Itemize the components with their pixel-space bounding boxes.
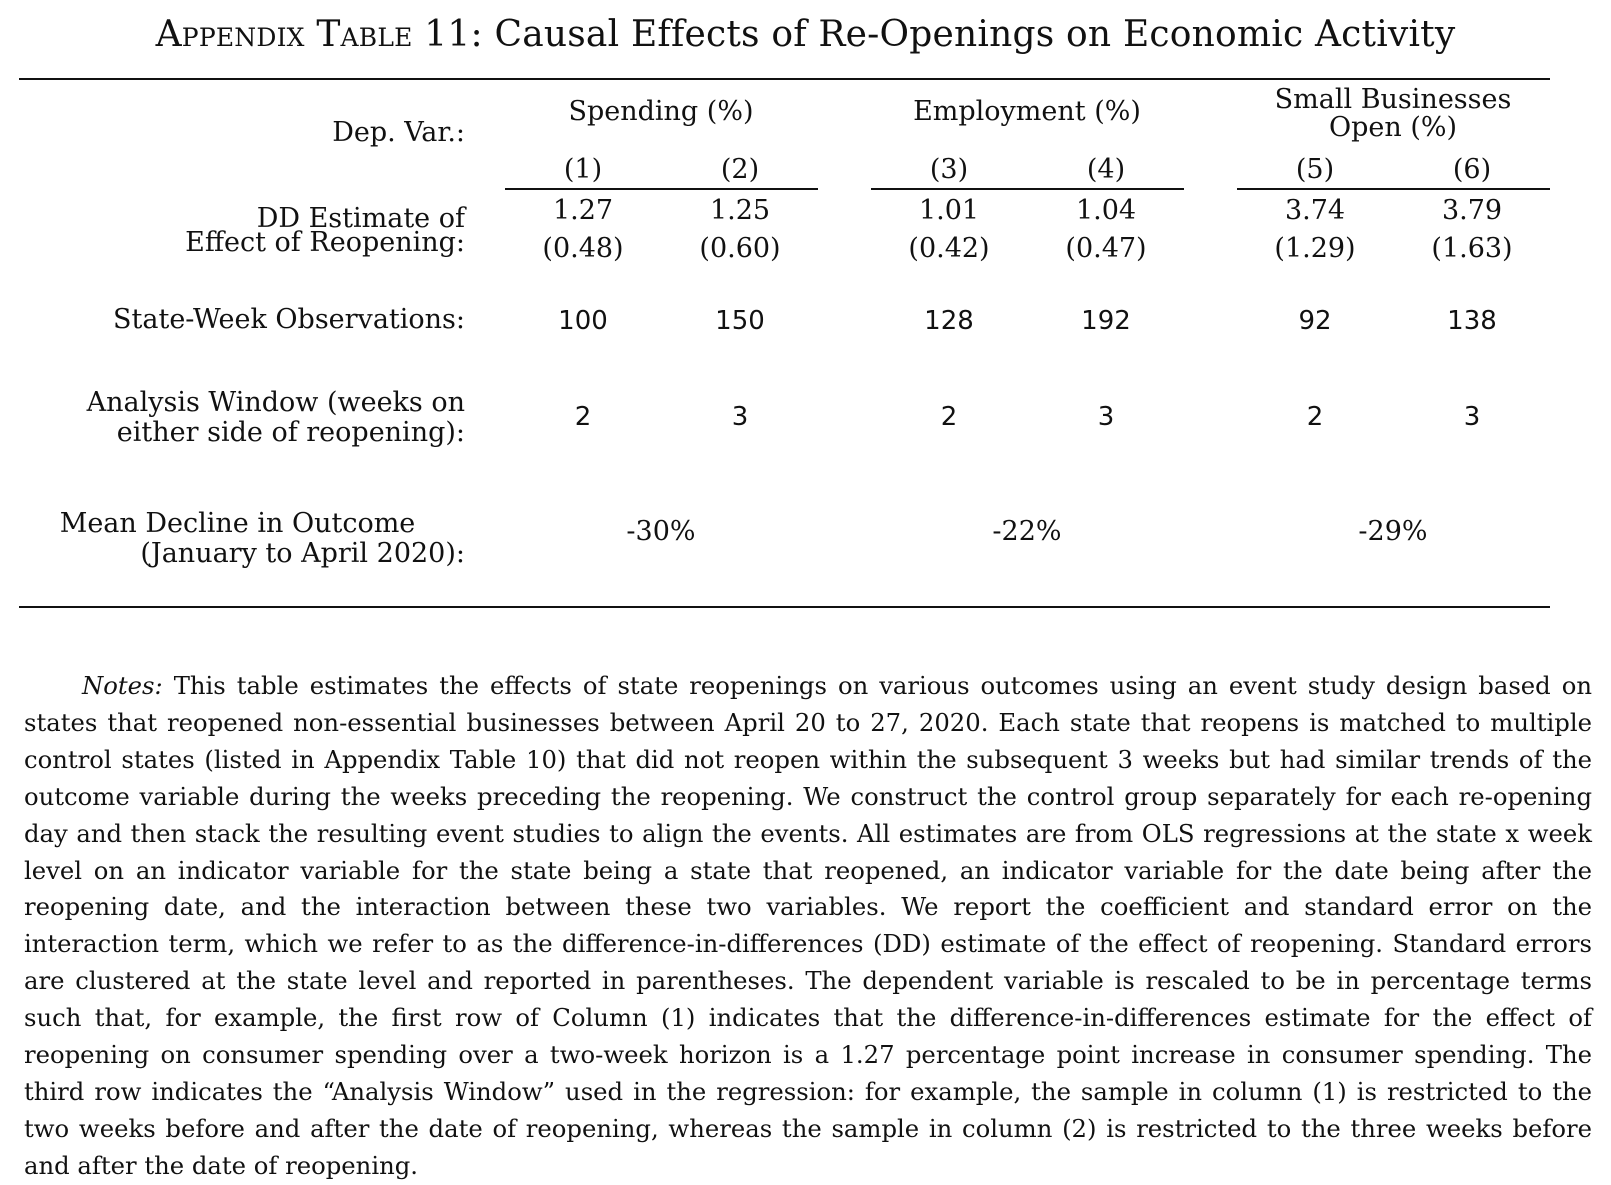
window-col-4: 3 (1097, 402, 1115, 432)
column-number-3: (3) (929, 154, 969, 185)
table-title-prefix: Appendix Table 11: (155, 14, 483, 55)
window-col-5: 2 (1306, 402, 1324, 432)
estimate-col-5: 3.74 (1284, 195, 1346, 226)
table-title-text: Causal Effects of Re-Openings on Economi… (494, 14, 1456, 55)
window-col-1: 2 (574, 402, 592, 432)
row-label-decline-line2: (January to April 2020): (140, 538, 465, 569)
bottom-rule (19, 606, 1550, 608)
row-label-dd-line1: DD Estimate of (256, 203, 465, 234)
column-number-1: (1) (563, 154, 603, 185)
decline-spending: -30% (626, 516, 696, 547)
observations-col-1: 100 (558, 306, 608, 336)
group-header-spending: Spending (%) (568, 96, 754, 127)
observations-col-6: 138 (1447, 306, 1497, 336)
std-error-col-6: (1.63) (1431, 233, 1513, 264)
row-label-decline: Mean Decline in Outcome (January to Apri… (45, 508, 465, 569)
observations-col-4: 192 (1081, 306, 1131, 336)
group-rule-employment (871, 188, 1184, 190)
group-header-small-businesses: Small Businesses Open (%) (1237, 86, 1549, 142)
estimate-col-1: 1.27 (552, 195, 614, 226)
group-header-small-businesses-line1: Small Businesses (1274, 84, 1512, 115)
estimate-col-3: 1.01 (918, 195, 980, 226)
column-number-4: (4) (1086, 154, 1126, 185)
std-error-col-5: (1.29) (1274, 233, 1356, 264)
estimate-col-4: 1.04 (1075, 195, 1137, 226)
std-error-col-4: (0.47) (1065, 233, 1147, 264)
row-label-decline-line1: Mean Decline in Outcome (59, 508, 416, 539)
estimate-col-6: 3.79 (1441, 195, 1503, 226)
observations-col-5: 92 (1298, 306, 1332, 336)
row-label-window: Analysis Window (weeks on either side of… (45, 388, 465, 448)
observations-col-3: 128 (924, 306, 974, 336)
row-label-window-line2: either side of reopening): (116, 417, 465, 448)
table-title: Appendix Table 11: Causal Effects of Re-… (0, 14, 1611, 55)
group-rule-spending (505, 188, 818, 190)
window-col-6: 3 (1463, 402, 1481, 432)
observations-col-2: 150 (715, 306, 765, 336)
row-label-dep-var: Dep. Var.: (332, 117, 465, 148)
group-rule-small-businesses (1237, 188, 1550, 190)
column-number-2: (2) (720, 154, 760, 185)
group-header-employment: Employment (%) (913, 96, 1141, 127)
top-rule (19, 78, 1550, 80)
column-number-5: (5) (1295, 154, 1335, 185)
row-label-window-line1: Analysis Window (weeks on (86, 387, 465, 418)
std-error-col-3: (0.42) (908, 233, 990, 264)
row-label-observations: State-Week Observations: (113, 304, 465, 335)
window-col-3: 2 (940, 402, 958, 432)
std-error-col-2: (0.60) (699, 233, 781, 264)
notes-lead: Notes: (82, 671, 163, 700)
decline-small-businesses: -29% (1358, 516, 1428, 547)
column-number-6: (6) (1452, 154, 1492, 185)
window-col-2: 3 (731, 402, 749, 432)
row-label-dd-estimate: DD Estimate of Effect of Reopening: (45, 204, 465, 258)
notes-body: This table estimates the effects of stat… (24, 671, 1592, 1180)
table-notes: Notes: This table estimates the effects … (24, 668, 1592, 1185)
std-error-col-1: (0.48) (542, 233, 624, 264)
row-label-dd-line2: Effect of Reopening: (185, 227, 465, 258)
group-header-small-businesses-line2: Open (%) (1328, 112, 1458, 143)
decline-employment: -22% (992, 516, 1062, 547)
estimate-col-2: 1.25 (709, 195, 771, 226)
